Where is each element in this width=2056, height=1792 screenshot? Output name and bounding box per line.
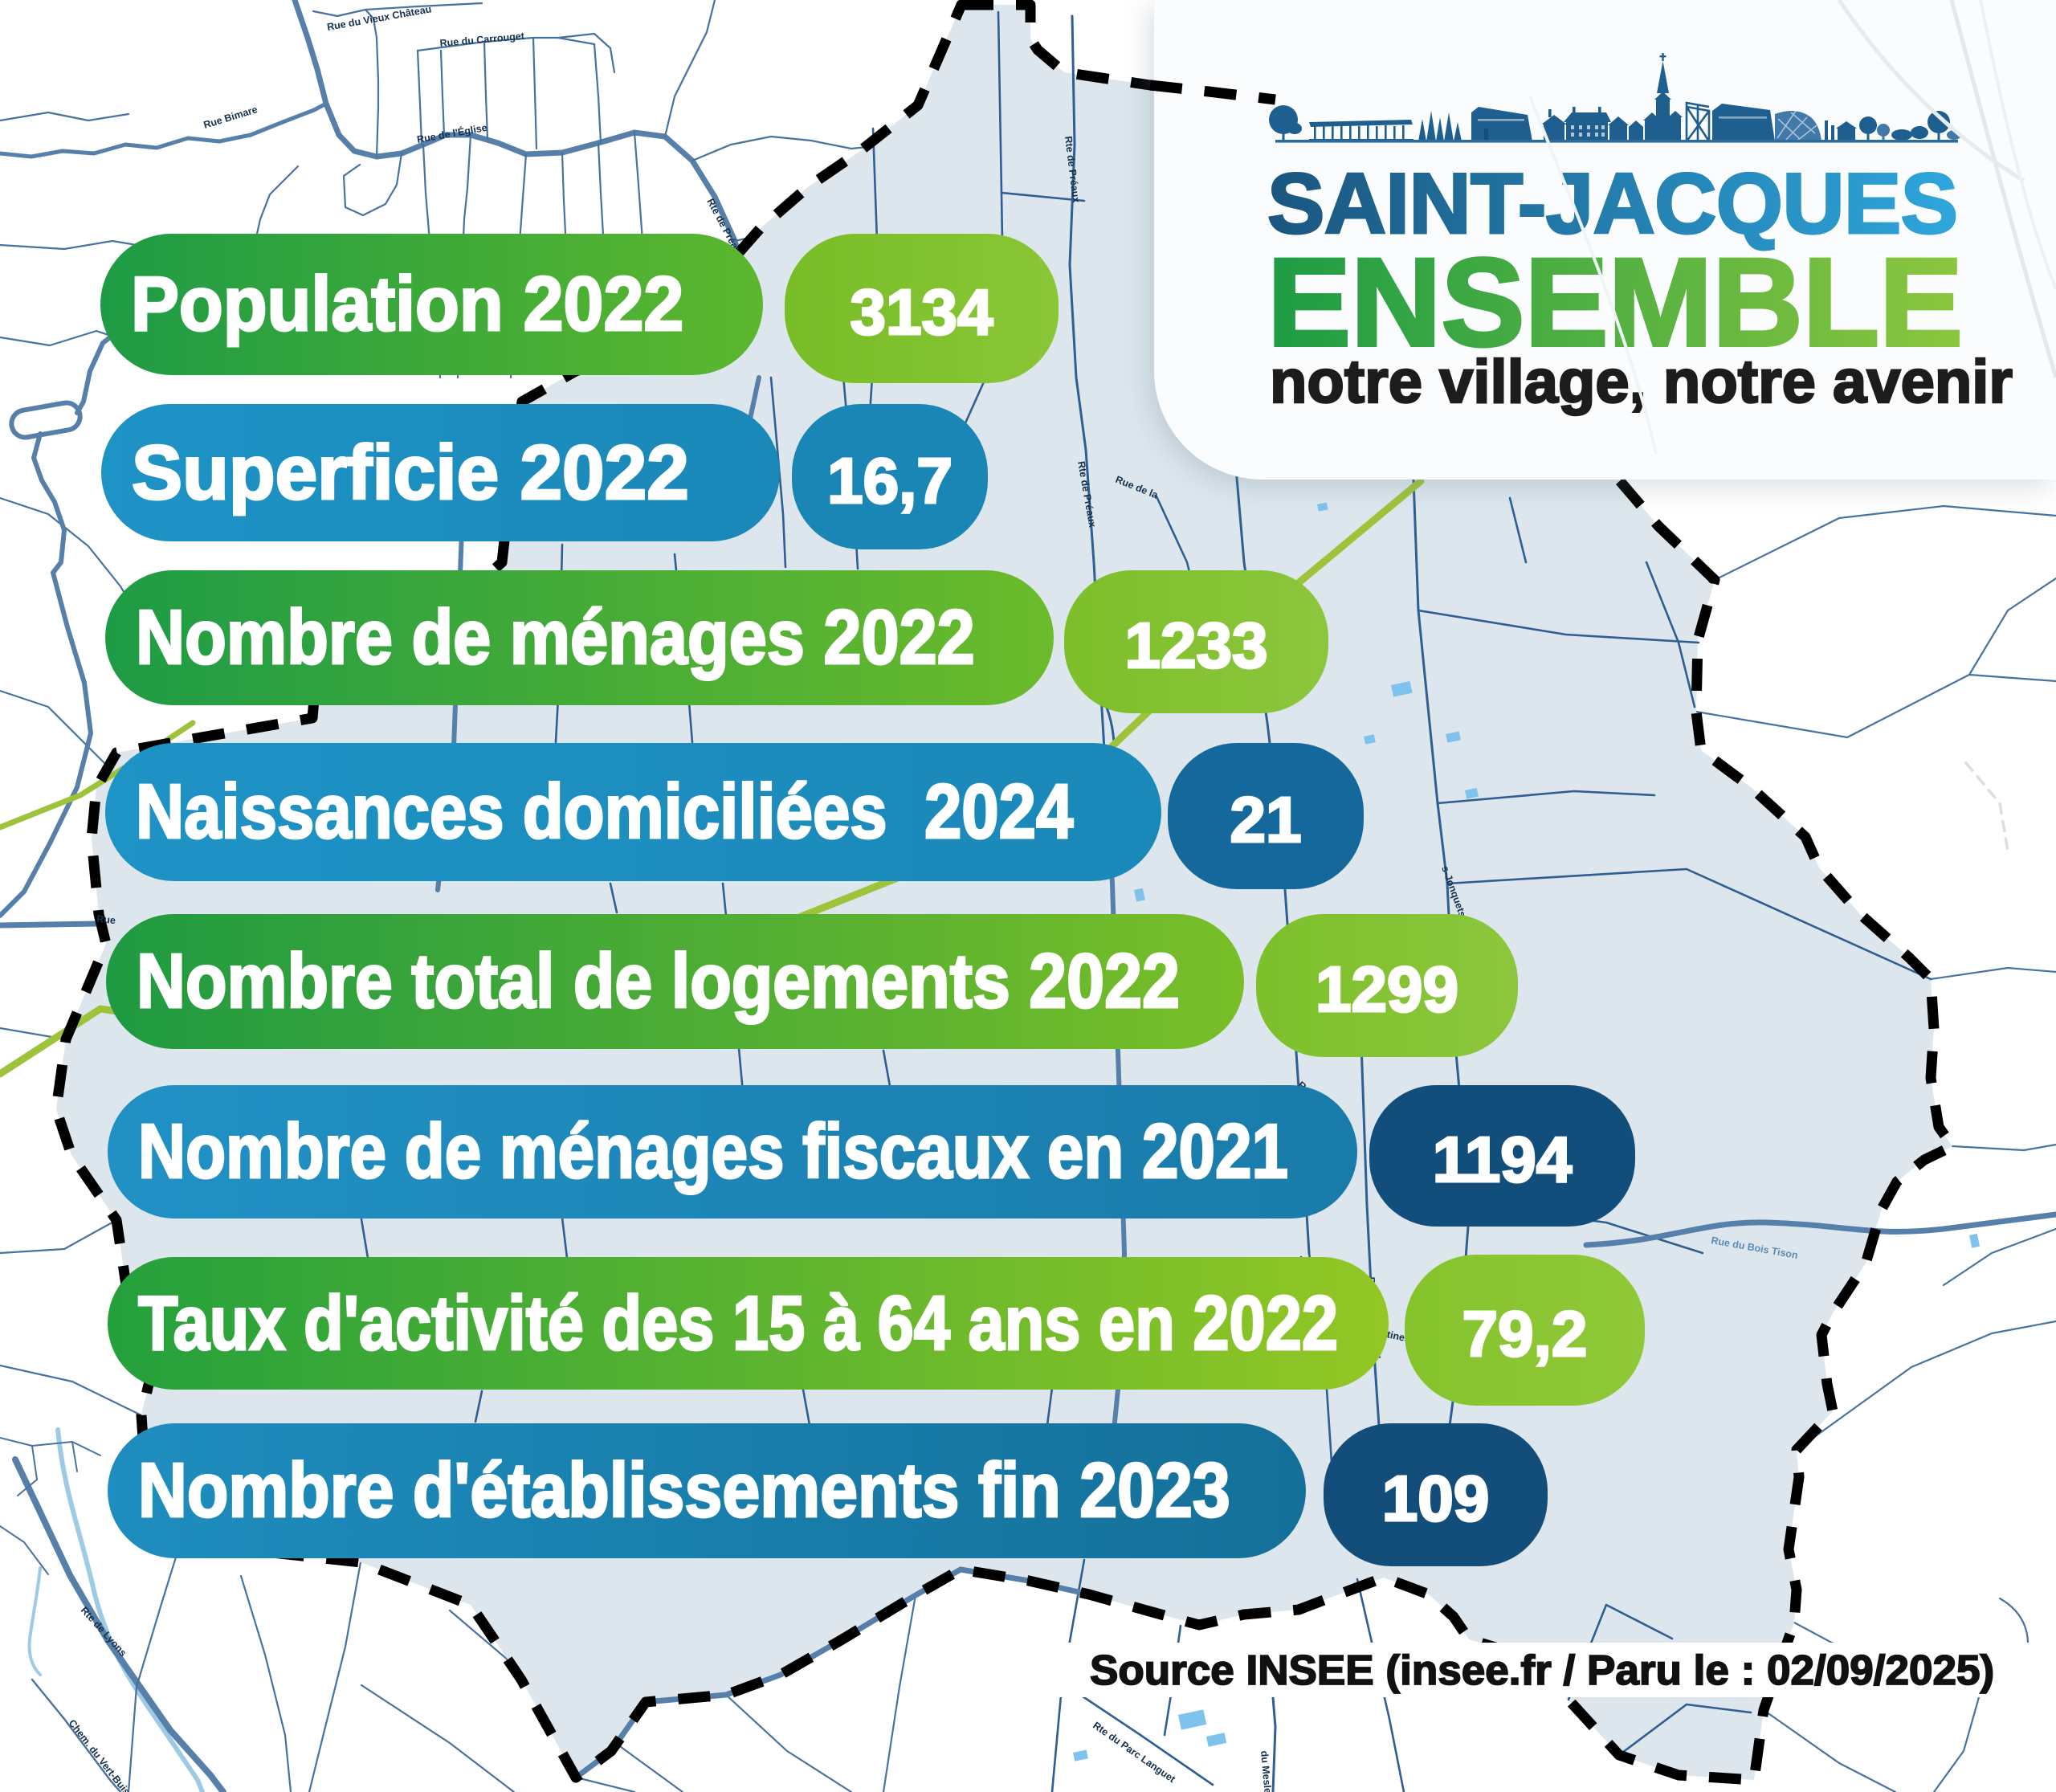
svg-text:du Mesley: du Mesley	[1258, 1750, 1274, 1792]
svg-text:Rue: Rue	[96, 913, 116, 926]
